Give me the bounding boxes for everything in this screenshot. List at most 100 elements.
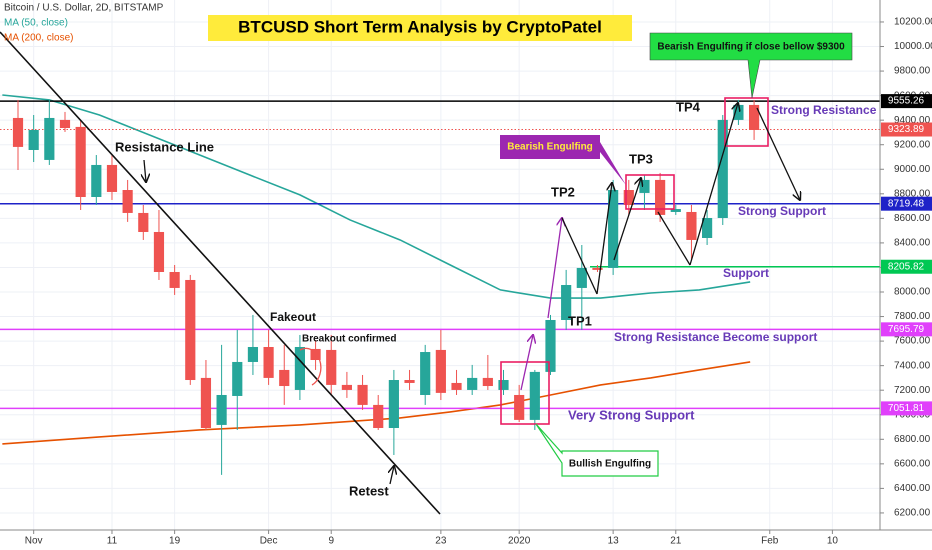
- candle-body: [420, 352, 431, 395]
- candle-body: [670, 209, 681, 212]
- callout: [500, 135, 626, 185]
- resistance-line: [0, 31, 441, 515]
- candle-body: [373, 404, 384, 429]
- price-label-bg: [881, 322, 932, 337]
- price-label: 8719.48: [888, 198, 925, 209]
- candle-body: [28, 129, 39, 150]
- y-tick-label: 8600.00: [894, 213, 931, 224]
- x-tick-label: Dec: [260, 536, 278, 547]
- price-label-bg: [881, 94, 932, 109]
- candle-body: [263, 346, 274, 378]
- y-tick-label: 9400.00: [894, 115, 931, 126]
- price-label-bg: [881, 196, 932, 211]
- candle-body: [216, 394, 227, 425]
- arrow: [756, 107, 800, 200]
- y-tick-label: 6400.00: [894, 483, 931, 494]
- x-tick-label: 11: [107, 536, 118, 547]
- callout: [649, 32, 853, 99]
- y-tick-label: 6600.00: [894, 458, 931, 469]
- x-tick-label: 9: [328, 536, 334, 547]
- candle-body: [59, 119, 71, 129]
- annotation: Very Strong Support: [568, 407, 695, 422]
- candle-body: [529, 371, 540, 420]
- legend-entry: MA (50, close): [4, 18, 68, 29]
- arrow: [613, 178, 641, 261]
- candle-body: [310, 348, 321, 361]
- candle-body: [702, 217, 713, 238]
- arrow: [144, 159, 146, 182]
- candle-body: [592, 267, 603, 270]
- annotation: Strong Resistance: [771, 103, 877, 117]
- callout: [535, 423, 659, 477]
- annotation: TP1: [568, 313, 592, 328]
- drawings: [0, 15, 853, 515]
- candle-body: [467, 377, 478, 390]
- arrow: [390, 466, 394, 485]
- candle-body: [12, 117, 24, 147]
- candle-body: [748, 104, 760, 130]
- circle-mark: [299, 347, 322, 386]
- y-tick-label: 6200.00: [894, 508, 931, 519]
- candle-body: [294, 346, 306, 390]
- annotation: Fakeout: [270, 310, 316, 324]
- axes: 6200.006400.006600.006800.007000.007200.…: [25, 17, 932, 547]
- y-tick-label: 8800.00: [894, 188, 931, 199]
- price-label: 9323.89: [888, 124, 925, 135]
- annotation: Support: [723, 266, 769, 280]
- price-label-bg: [881, 122, 932, 137]
- candle-body: [639, 179, 650, 193]
- candle-body: [514, 394, 525, 420]
- y-tick-label: 8000.00: [894, 287, 931, 298]
- candle-body: [44, 117, 55, 160]
- title-bg: [208, 15, 632, 41]
- x-tick-label: 19: [169, 536, 181, 547]
- annotation: Breakout confirmed: [302, 334, 396, 345]
- callout-text: Bearish Engulfing: [507, 142, 593, 153]
- annotation: Resistance Line: [115, 139, 214, 154]
- y-tick-label: 7800.00: [894, 311, 931, 322]
- candle-body: [247, 346, 259, 362]
- arrow: [689, 103, 738, 266]
- candle-body: [341, 384, 352, 390]
- annotation: Strong Support: [738, 204, 826, 218]
- candle-body: [623, 190, 634, 205]
- annotation: TP2: [551, 184, 575, 199]
- annotation: TP4: [676, 99, 701, 114]
- candle-body: [482, 377, 493, 387]
- candle-body: [91, 164, 102, 198]
- candles: [12, 99, 760, 475]
- candle-body: [326, 349, 337, 385]
- path: [561, 217, 598, 295]
- candle-body: [576, 267, 587, 288]
- candle-body: [545, 319, 556, 372]
- y-tick-label: 10200.00: [894, 17, 932, 28]
- candle-body: [279, 369, 290, 387]
- price-label-bg: [881, 401, 932, 416]
- y-tick-label: 10000.00: [894, 41, 932, 52]
- callout-text: Bullish Engulfing: [569, 459, 651, 470]
- candle-body: [733, 104, 744, 120]
- candle-body: [561, 285, 572, 320]
- y-tick-label: 8400.00: [894, 238, 931, 249]
- annotation: Strong Resistance Become support: [614, 330, 817, 344]
- x-tick-label: 21: [670, 536, 682, 547]
- candle-body: [686, 211, 697, 240]
- y-tick-label: 7200.00: [894, 385, 931, 396]
- price-label-bg: [881, 259, 932, 274]
- moving-average: [2, 361, 751, 445]
- candle-body: [232, 361, 243, 396]
- arrow: [547, 218, 562, 319]
- candle-body: [498, 380, 509, 390]
- y-tick-label: 7400.00: [894, 360, 931, 371]
- moving-average: [2, 94, 751, 299]
- x-tick-label: 13: [608, 536, 620, 547]
- candle-body: [608, 190, 619, 268]
- arrow: [520, 335, 533, 391]
- candle-body: [388, 380, 399, 429]
- path: [657, 211, 691, 266]
- x-tick-label: Feb: [761, 536, 779, 547]
- candle-body: [451, 382, 462, 390]
- annotation: Retest: [349, 483, 389, 498]
- candle-body: [200, 377, 212, 429]
